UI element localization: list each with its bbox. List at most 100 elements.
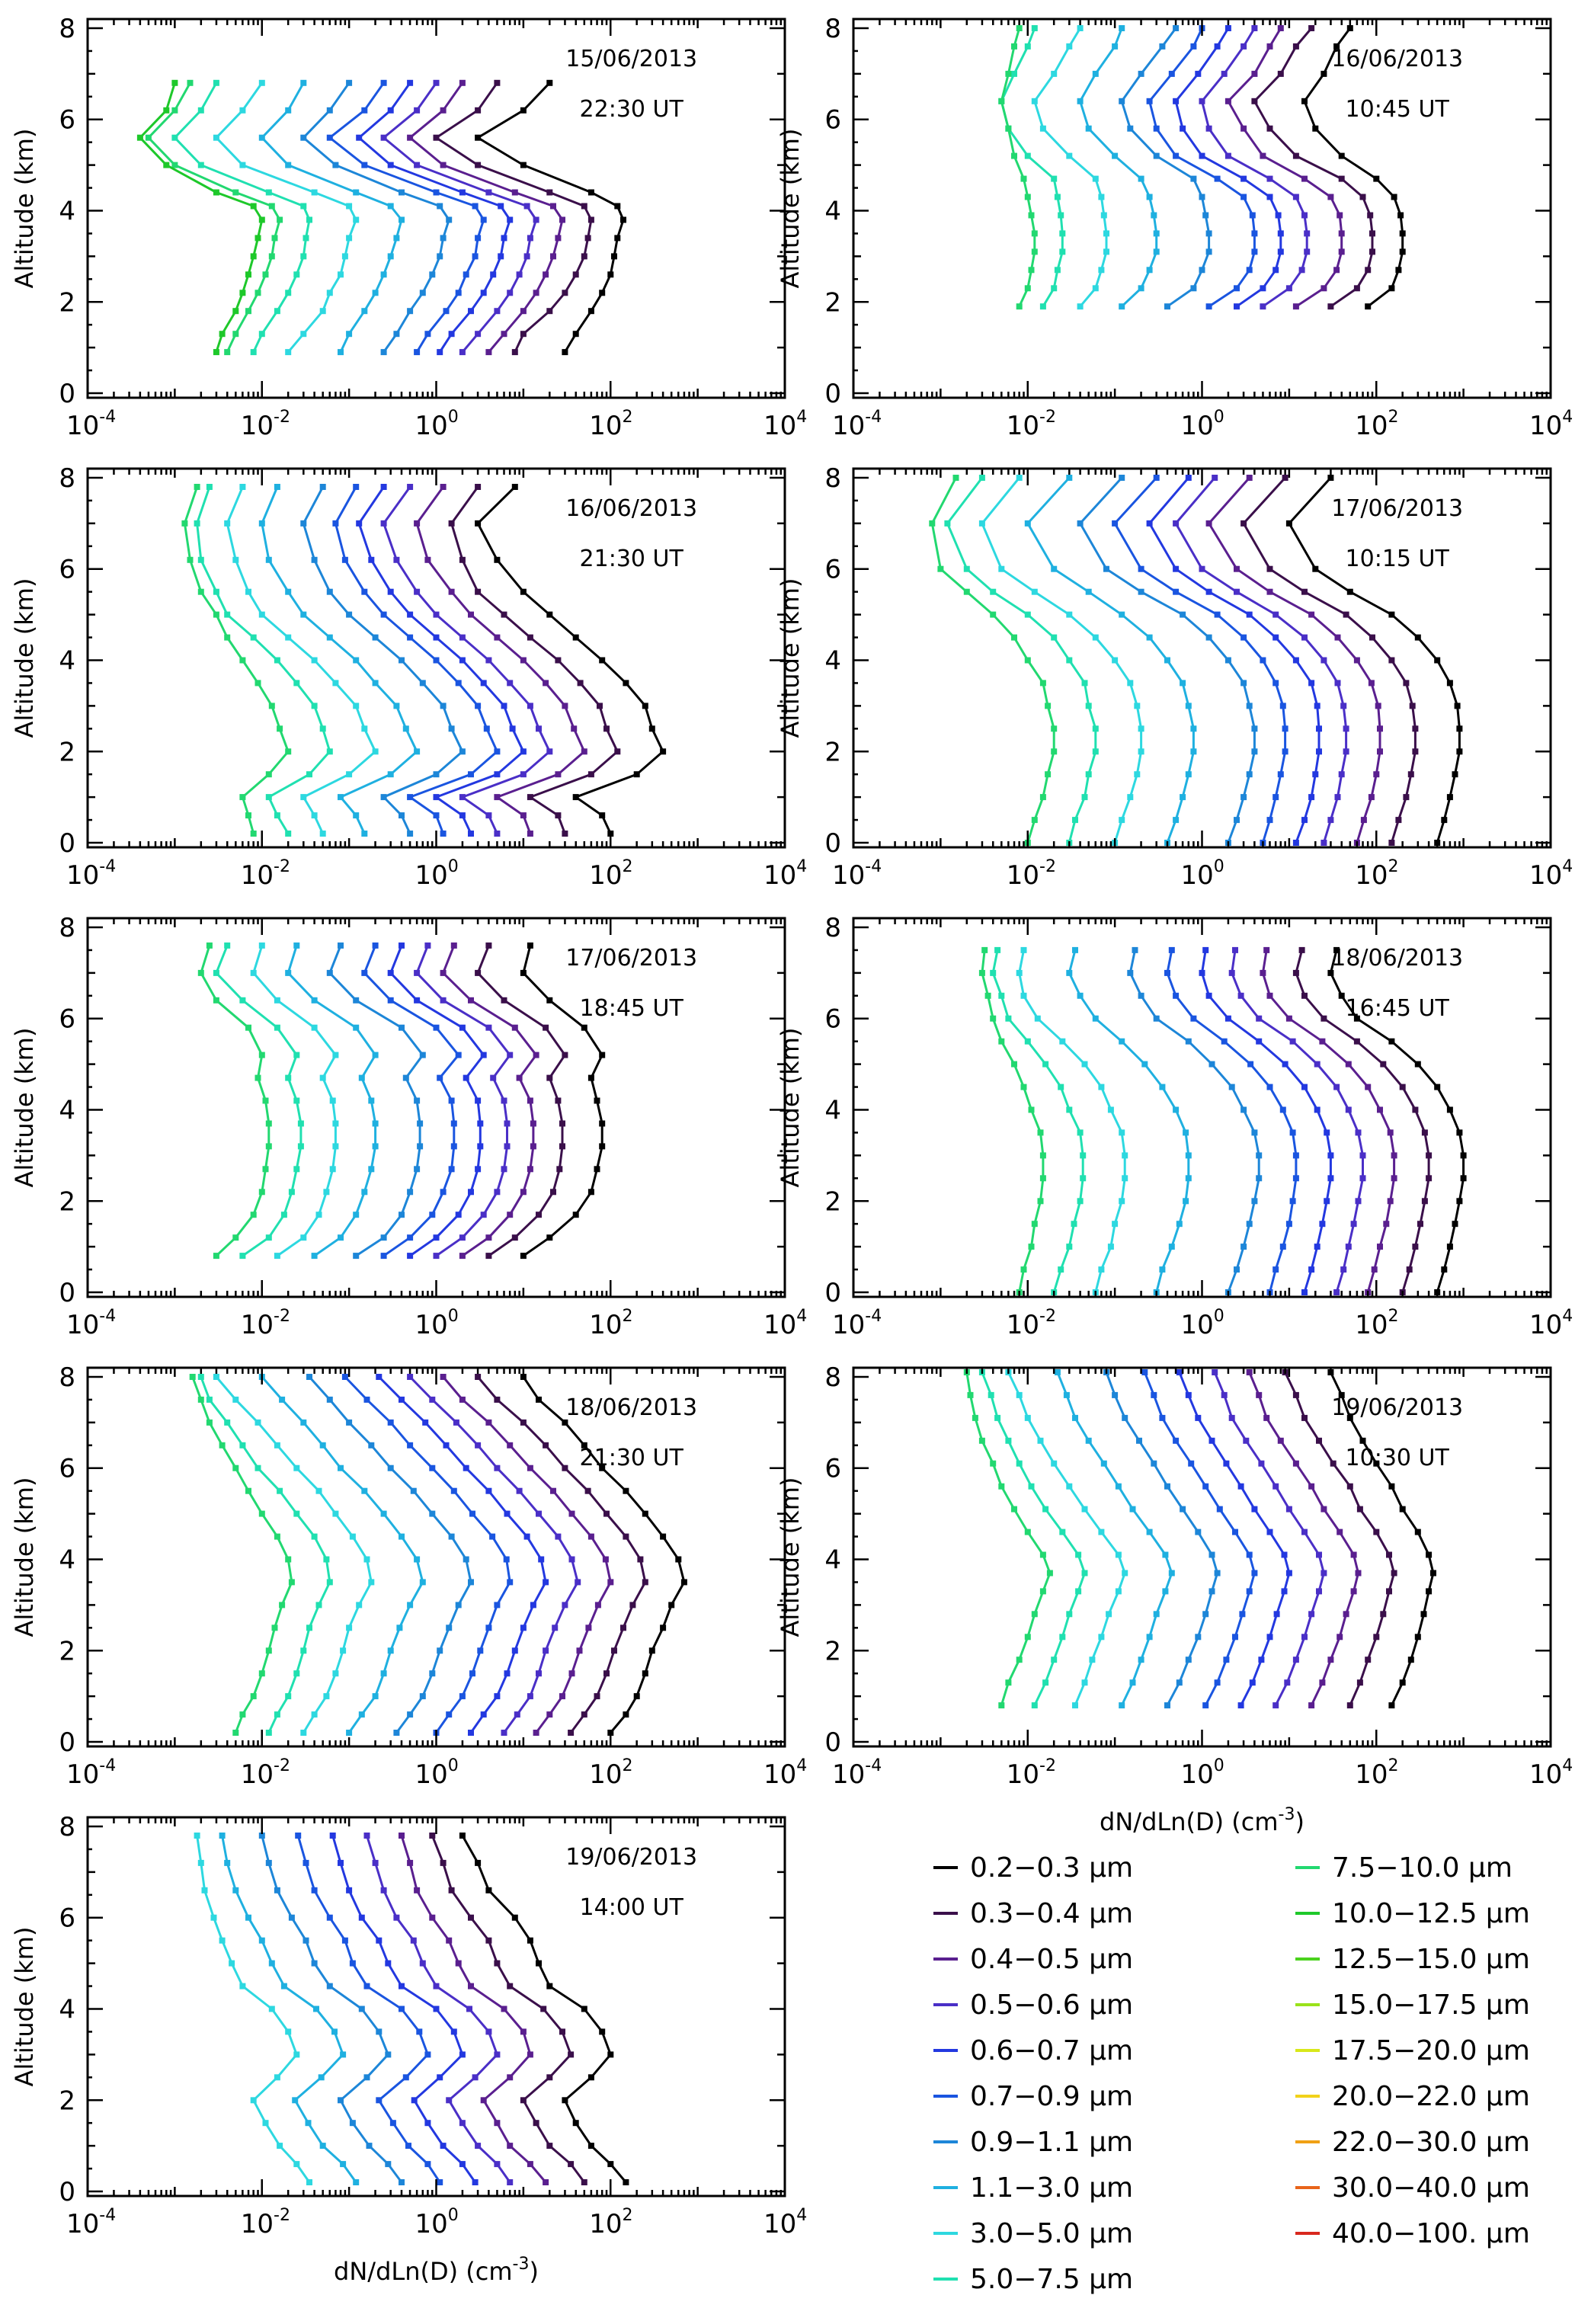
data-point [498,253,504,260]
data-point [1446,1244,1453,1250]
series-line [1201,949,1332,1293]
x-tick-label: 10-4 [66,1756,116,1790]
data-point [581,2005,587,2012]
data-point [297,1143,304,1150]
series-line [344,1375,511,1733]
y-axis-label: Altitude (km) [10,1477,39,1637]
data-point [414,588,421,595]
data-point [1045,771,1052,778]
data-point [485,1625,492,1631]
data-point [572,2120,579,2127]
y-tick-label: 0 [59,828,75,859]
data-point [1016,1391,1023,1398]
data-point [213,1253,219,1260]
data-point [1066,1106,1073,1113]
data-point [1353,1015,1360,1022]
data-point [393,703,400,709]
data-point [1224,98,1231,104]
data-point [285,1556,292,1563]
data-point [329,1097,336,1104]
data-point [414,997,421,1004]
data-point [1319,1679,1326,1686]
series-line [1178,1372,1291,1706]
data-point [1039,1152,1046,1159]
data-point [300,79,307,86]
data-point [1024,611,1031,618]
legend-item: 0.3−0.4 μm [933,1898,1133,1929]
data-point [311,1533,318,1540]
data-point [1054,1369,1061,1375]
series-7 [1119,25,1212,310]
data-point [599,657,606,664]
data-point [1251,1570,1258,1577]
data-point [1100,1460,1107,1467]
legend-item: 7.5−10.0 μm [1295,1852,1513,1884]
data-point [607,2161,614,2168]
panel-date: 15/06/2013 [565,46,697,72]
data-point [511,1234,518,1241]
data-point [1234,565,1240,572]
plot-frame [852,18,1552,399]
data-point [187,556,194,563]
y-tick-label: 4 [824,645,841,676]
data-point [963,588,970,595]
data-point [1016,475,1023,481]
series-line [400,1835,547,2183]
series-8 [258,79,405,356]
data-point [1246,1221,1253,1228]
data-point [1388,1702,1395,1709]
data-point [1333,1084,1340,1090]
data-point [1292,1391,1299,1398]
series-line [357,82,511,353]
y-tick-label: 8 [59,14,75,44]
data-point [1289,1198,1296,1205]
series-line [328,82,485,353]
data-point [1173,817,1180,824]
data-point [472,2179,479,2185]
data-point [1321,1506,1327,1513]
data-point [1119,1702,1125,1709]
data-point [1199,267,1205,274]
data-point [1373,1529,1380,1535]
series-line [476,945,566,1257]
data-point [480,1711,487,1718]
data-point [446,1711,453,1718]
data-point [448,1166,455,1173]
data-point [433,1024,440,1031]
data-point [469,1670,475,1677]
data-point [1005,125,1012,132]
legend-item: 20.0−22.0 μm [1295,2081,1530,2112]
data-point [258,942,265,949]
data-point [171,79,178,86]
data-point [414,349,421,356]
data-point [372,1052,379,1058]
data-point [1369,248,1375,255]
data-point [1208,1437,1215,1444]
data-point [1338,152,1345,159]
data-point [660,748,667,755]
data-point [387,969,394,976]
data-point [562,831,568,837]
data-point [311,1024,318,1031]
data-point [475,703,482,709]
data-point [338,942,344,949]
data-point [1282,475,1288,481]
series-11 [998,25,1038,310]
data-point [372,634,379,641]
data-point [254,1074,261,1081]
data-point [1127,969,1134,976]
data-point [210,1914,217,1921]
data-point [1272,794,1279,801]
series-line [221,1835,357,2183]
data-point [450,2028,457,2035]
y-tick-label: 2 [824,1636,841,1666]
data-point [232,331,239,338]
data-point [620,216,626,223]
data-point [407,134,414,141]
series-10 [197,1374,333,1736]
data-point [1251,1198,1258,1205]
data-point [1122,1175,1128,1182]
data-point [475,2143,482,2150]
data-point [1272,680,1279,687]
data-point [1039,303,1046,310]
